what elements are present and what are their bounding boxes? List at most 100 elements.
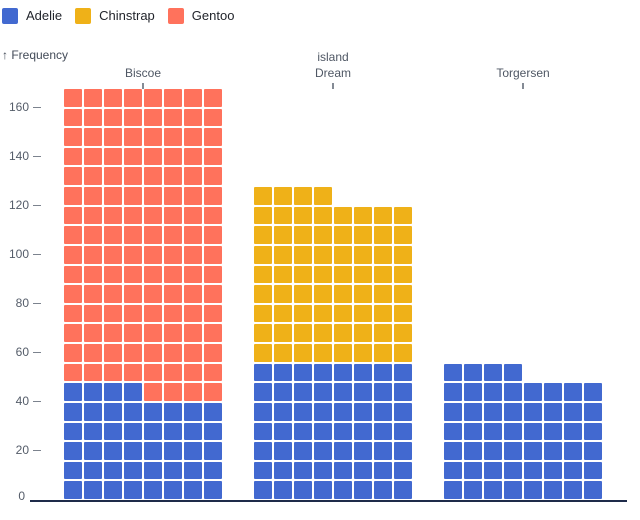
waffle-cell [124, 226, 142, 244]
waffle-cell [484, 422, 502, 441]
waffle-cell [64, 344, 82, 362]
waffle-cell [354, 461, 372, 480]
waffle-cell [84, 147, 102, 166]
waffle-cell [184, 344, 202, 362]
waffle-cell [374, 206, 392, 225]
waffle-cell [544, 461, 562, 480]
waffle-cell [334, 245, 352, 264]
x-axis-label-island: island [317, 50, 349, 64]
y-tick-mark [33, 449, 41, 452]
waffle-cell [64, 402, 82, 421]
waffle-cell [334, 285, 352, 303]
waffle-cell [334, 383, 352, 401]
waffle-cell [584, 422, 602, 441]
waffle-cell [164, 383, 182, 401]
waffle-cell [374, 226, 392, 244]
waffle-cell [394, 324, 412, 343]
waffle-cell [394, 226, 412, 244]
waffle-cell [204, 304, 222, 323]
waffle-cell [504, 363, 522, 382]
waffle-cell [334, 402, 352, 421]
waffle-cell [334, 442, 352, 460]
waffle-cell [294, 402, 312, 421]
waffle-cell [274, 422, 292, 441]
legend-label-adelie: Adelie [26, 8, 63, 23]
waffle-cell [314, 245, 332, 264]
waffle-cell [484, 461, 502, 480]
waffle-cell [184, 89, 202, 107]
waffle-cell [204, 383, 222, 401]
waffle-cell [144, 304, 162, 323]
waffle-cell [124, 147, 142, 166]
waffle-cell [294, 245, 312, 264]
waffle-cell [374, 304, 392, 323]
waffle-cell [274, 206, 292, 225]
waffle-cell [204, 265, 222, 284]
waffle-cell [104, 422, 122, 441]
waffle-cell [84, 206, 102, 225]
waffle-cell [354, 363, 372, 382]
waffle-cell [334, 344, 352, 362]
waffle-cell [124, 383, 142, 401]
waffle-cell [104, 167, 122, 186]
waffle-cell [104, 285, 122, 303]
waffle-cell [444, 442, 462, 460]
waffle-cell [144, 285, 162, 303]
waffle-cell [184, 226, 202, 244]
waffle-cell [354, 206, 372, 225]
waffle-cell [84, 226, 102, 244]
y-tick-label: 140 [8, 149, 29, 164]
waffle-cell [584, 481, 602, 499]
waffle-cell [64, 147, 82, 166]
waffle-cell [184, 442, 202, 460]
waffle-cell [444, 402, 462, 421]
waffle-cell [204, 461, 222, 480]
y-tick-mark [33, 204, 41, 207]
waffle-cell [394, 206, 412, 225]
waffle-cell [334, 363, 352, 382]
waffle-cell [124, 442, 142, 460]
waffle-cell [64, 226, 82, 244]
y-tick-mark [33, 253, 41, 256]
waffle-cell [84, 285, 102, 303]
waffle-cell [64, 245, 82, 264]
waffle-cell [254, 265, 272, 284]
waffle-cell [84, 265, 102, 284]
waffle-cell [164, 442, 182, 460]
legend-swatch-chinstrap [75, 8, 92, 24]
waffle-cell [144, 383, 162, 401]
waffle-cell [144, 187, 162, 205]
waffle-cell [314, 285, 332, 303]
waffle-cell [444, 363, 462, 382]
waffle-cell [144, 324, 162, 343]
waffle-cell [314, 481, 332, 499]
waffle-cell [184, 167, 202, 186]
waffle-cell [104, 442, 122, 460]
waffle-cell [394, 285, 412, 303]
waffle-cell [164, 147, 182, 166]
waffle-cell [64, 108, 82, 127]
waffle-cell [124, 402, 142, 421]
waffle-cell [274, 402, 292, 421]
waffle-cell [204, 206, 222, 225]
waffle-cell [274, 226, 292, 244]
waffle-cell [164, 481, 182, 499]
waffle-cell [544, 442, 562, 460]
x-tick-label-dream: Dream [314, 66, 351, 80]
waffle-cell [314, 402, 332, 421]
waffle-cell [354, 383, 372, 401]
waffle-cell [104, 245, 122, 264]
waffle-cell [64, 461, 82, 480]
y-tick-label: 160 [8, 100, 29, 115]
waffle-cell [124, 265, 142, 284]
waffle-cell [84, 324, 102, 343]
waffle-cell [64, 422, 82, 441]
waffle-cell [484, 383, 502, 401]
waffle-cell [124, 422, 142, 441]
waffle-cell [254, 226, 272, 244]
waffle-cell [204, 402, 222, 421]
waffle-cell [374, 245, 392, 264]
waffle-cell [124, 304, 142, 323]
waffle-cell [504, 461, 522, 480]
